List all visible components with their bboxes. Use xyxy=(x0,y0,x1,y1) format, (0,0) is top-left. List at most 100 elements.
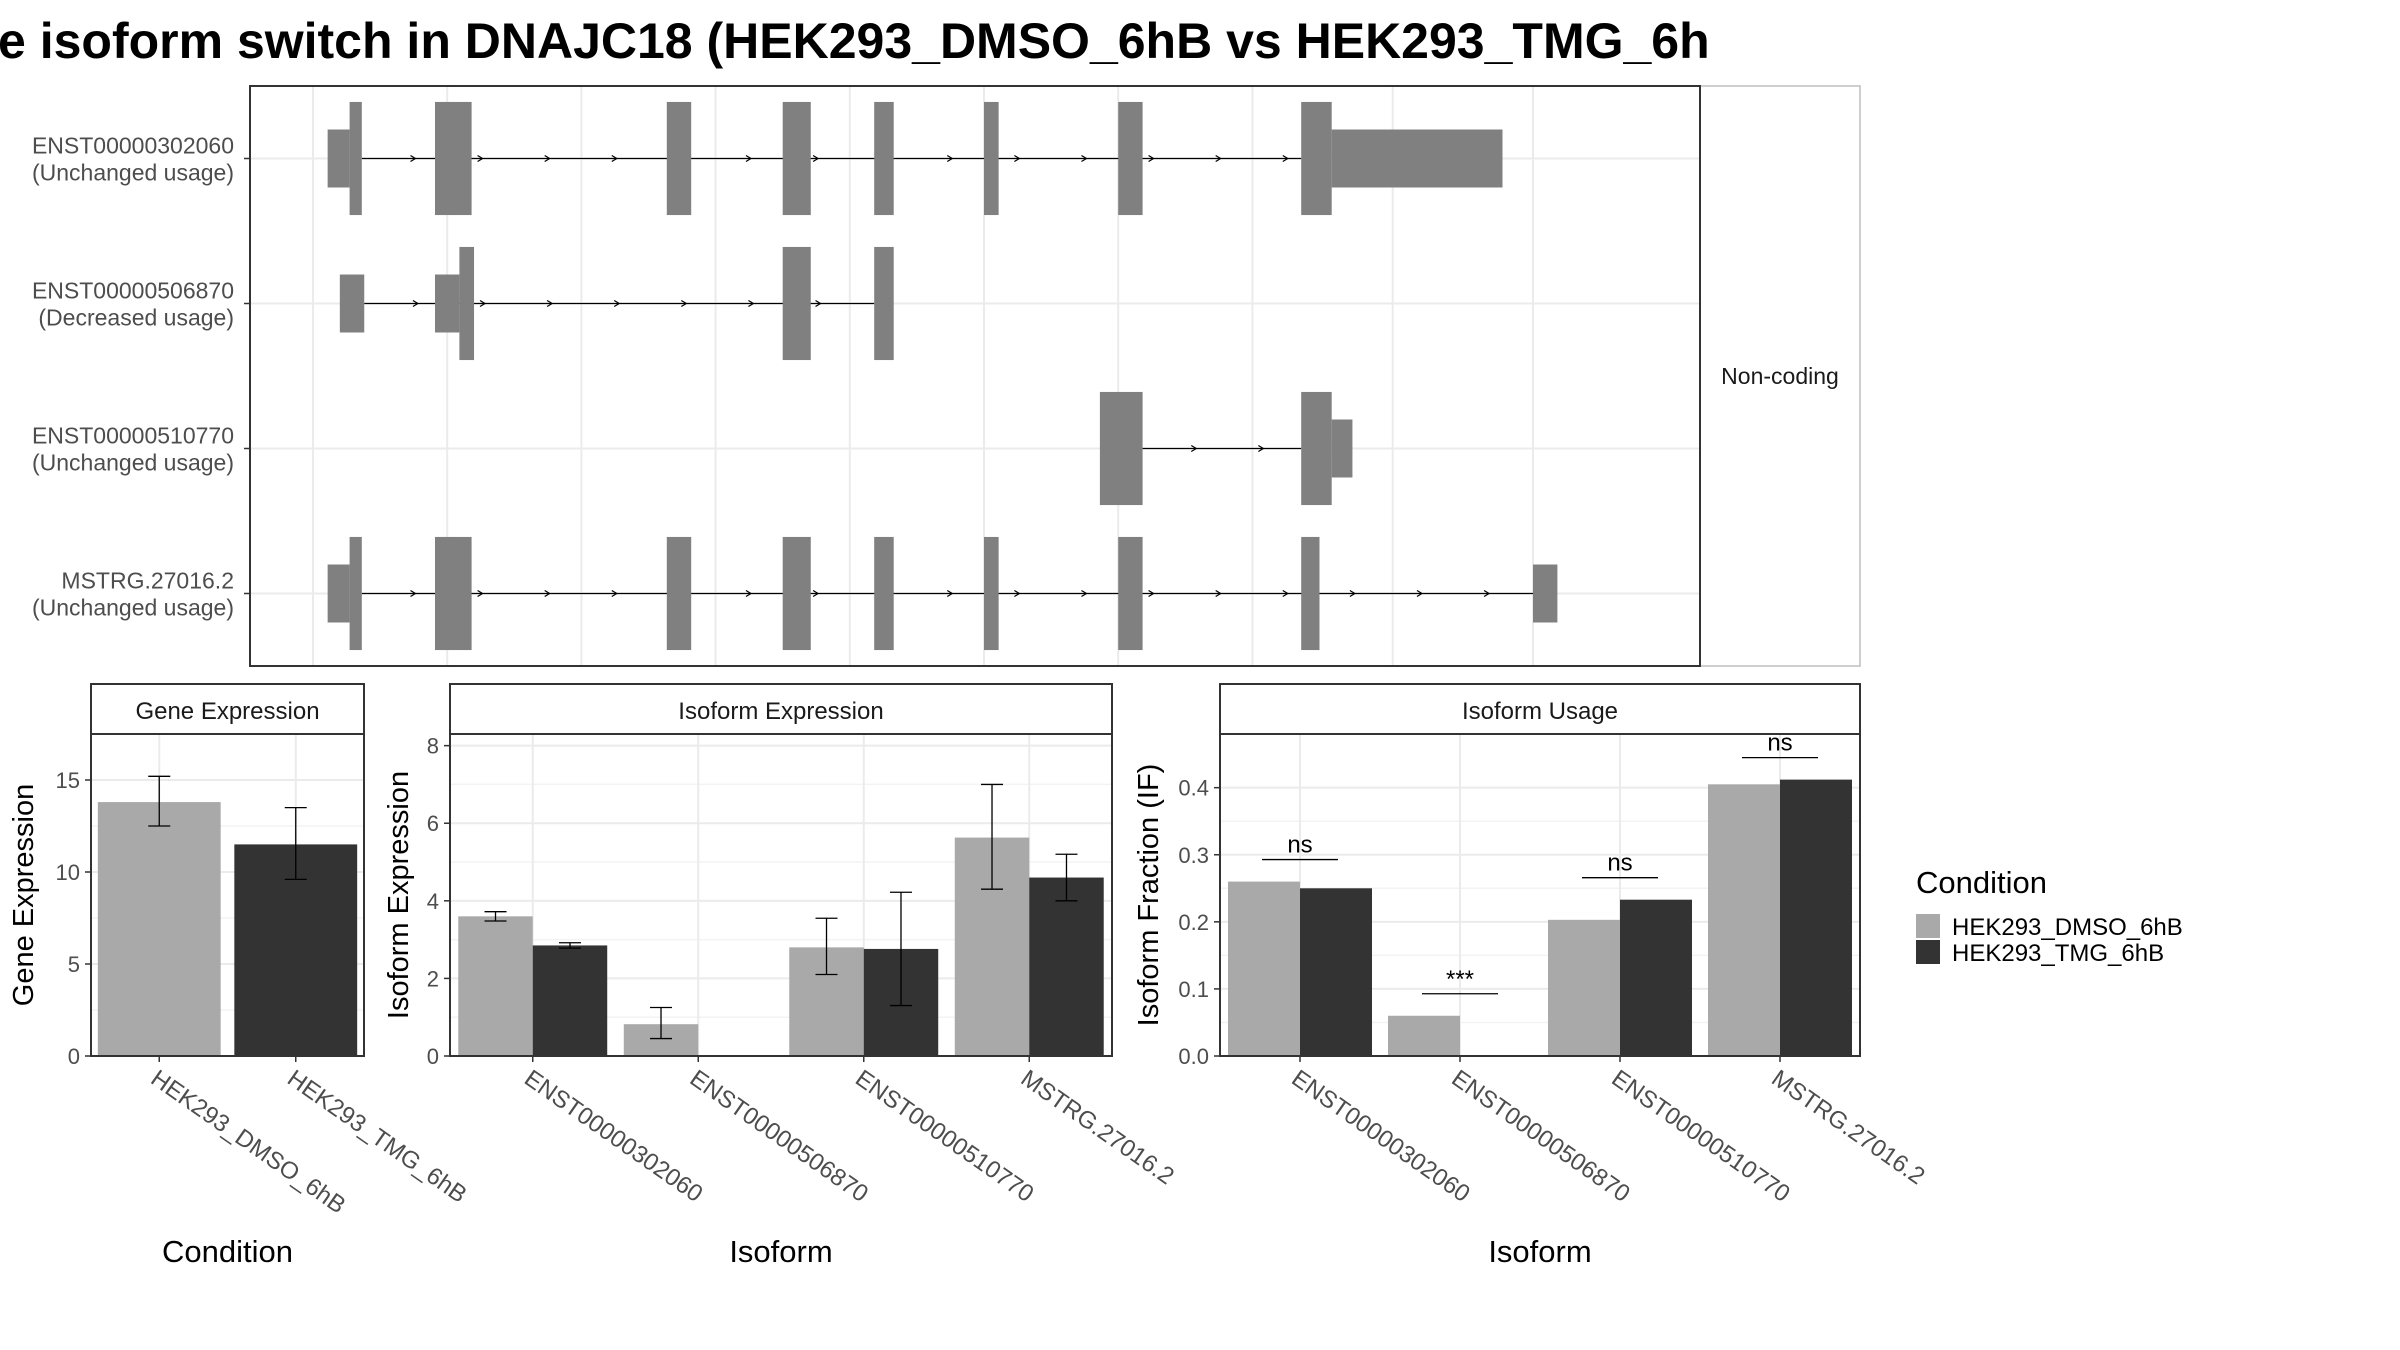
intron-arrow xyxy=(1349,589,1357,598)
x-axis-label-2: Isoform xyxy=(1488,1234,1591,1269)
y-tick-label: 0 xyxy=(427,1044,439,1069)
x-axis-label-0: Condition xyxy=(162,1234,293,1269)
exon-block xyxy=(1533,564,1558,623)
panel-title-1: Isoform Expression xyxy=(678,698,883,725)
exon-block xyxy=(1118,101,1143,216)
intron-arrow xyxy=(1215,154,1222,163)
noncoding-strip-label: Non-coding xyxy=(1721,363,1839,389)
intron-arrow xyxy=(1416,589,1424,598)
intron-arrow xyxy=(1148,589,1155,598)
significance-label: ns xyxy=(1287,832,1312,859)
transcript-structure-panel: ENST00000302060(Unchanged usage)ENST0000… xyxy=(32,85,1861,667)
y-tick-label: 5 xyxy=(68,952,80,977)
intron-arrow xyxy=(681,299,688,308)
exon-block xyxy=(327,129,350,188)
y-tick-label: 0.1 xyxy=(1178,977,1209,1002)
isoform-label-3: MSTRG.27016.2 xyxy=(61,568,234,594)
intron-arrow xyxy=(412,299,420,308)
exon-block xyxy=(874,246,894,361)
bar xyxy=(1780,779,1852,1056)
isoform-usage-label-2: (Unchanged usage) xyxy=(32,450,234,476)
x-tick-label: ENST00000302060 xyxy=(519,1065,707,1208)
y-axis-label-1: Isoform Expression xyxy=(383,771,415,1019)
intron-arrow xyxy=(812,154,820,163)
intron-arrow xyxy=(479,299,487,308)
bar xyxy=(1029,877,1104,1056)
intron-arrow xyxy=(544,154,551,163)
exon-block xyxy=(435,274,460,333)
intron-arrow xyxy=(946,154,954,163)
exon-block xyxy=(435,536,472,651)
intron-arrow xyxy=(745,589,753,598)
intron-arrow xyxy=(611,589,618,598)
bar xyxy=(1300,888,1372,1056)
exon-block xyxy=(782,101,811,216)
intron-arrow xyxy=(544,589,551,598)
exon-block xyxy=(984,536,999,651)
intron-arrow xyxy=(1483,589,1491,598)
intron-arrow xyxy=(812,589,820,598)
bar xyxy=(1708,784,1780,1056)
intron-arrow xyxy=(1258,444,1265,453)
isoform-expression-chart: 0 2 4 6 8 ENST00000302060ENST00000506870ENST0… xyxy=(383,683,1179,1269)
intron-arrow xyxy=(815,299,822,308)
panel-strip-0 xyxy=(90,683,365,735)
exon-block xyxy=(1301,101,1332,216)
isoform-usage-chart: 0.00.10.20.30.4ns***nsnsENST00000302060E… xyxy=(1133,683,1930,1269)
intron-arrow xyxy=(477,589,484,598)
exon-block xyxy=(666,101,692,216)
bar xyxy=(458,916,533,1056)
y-tick-label: 0.2 xyxy=(1178,910,1209,935)
intron-arrow xyxy=(745,154,753,163)
y-tick-label: 0 xyxy=(68,1044,80,1069)
intron-arrow xyxy=(410,154,417,163)
y-tick-label: 8 xyxy=(427,734,439,759)
condition-legend: Condition HEK293_DMSO_6hB HEK293_TMG_6hB xyxy=(1916,865,2183,967)
intron-arrow xyxy=(1081,589,1088,598)
x-tick-label: ENST00000510770 xyxy=(850,1065,1038,1208)
intron-arrow xyxy=(1014,589,1021,598)
legend-title: Condition xyxy=(1916,865,2047,900)
exon-block xyxy=(666,536,692,651)
exon-block xyxy=(1331,419,1353,478)
panel-strip-1 xyxy=(449,683,1113,735)
y-axis-label-0: Gene Expression xyxy=(8,784,40,1006)
figure-title: e isoform switch in DNAJC18 (HEK293_DMSO… xyxy=(0,13,1710,69)
intron-arrow xyxy=(1148,154,1155,163)
exon-block xyxy=(874,536,894,651)
bar xyxy=(532,945,608,1056)
exon-block xyxy=(349,101,362,216)
exon-block xyxy=(782,246,811,361)
panel-strip-2 xyxy=(1219,683,1861,735)
exon-block xyxy=(1118,536,1143,651)
intron-arrow xyxy=(477,154,484,163)
isoform-usage-label-1: (Decreased usage) xyxy=(38,305,234,331)
structure-background xyxy=(250,86,1860,666)
x-tick-label: MSTRG.27016.2 xyxy=(1016,1065,1179,1190)
intron-arrow xyxy=(546,299,554,308)
noncoding-strip xyxy=(1699,85,1861,667)
isoform-label-0: ENST00000302060 xyxy=(32,133,234,159)
structure-border xyxy=(249,85,1701,667)
exon-block xyxy=(1301,536,1320,651)
y-tick-label: 10 xyxy=(56,860,80,885)
significance-label: *** xyxy=(1446,966,1474,993)
y-axis-label-2: Isoform Fraction (IF) xyxy=(1133,764,1165,1027)
legend-swatch-dmso xyxy=(1916,914,1940,938)
y-tick-label: 0.4 xyxy=(1178,776,1209,801)
intron-arrow xyxy=(613,299,621,308)
y-tick-label: 2 xyxy=(427,966,439,991)
isoform-usage-label-3: (Unchanged usage) xyxy=(32,595,234,621)
x-tick-label: MSTRG.27016.2 xyxy=(1767,1065,1930,1190)
intron-arrow xyxy=(1215,589,1222,598)
gene-expression-chart: 051015HEK293_DMSO_6hBHEK293_TMG_6hBGene … xyxy=(8,683,472,1269)
x-axis-label-1: Isoform xyxy=(729,1234,832,1269)
exon-block xyxy=(1331,129,1503,188)
y-tick-label: 6 xyxy=(427,811,439,836)
exon-block xyxy=(459,246,475,361)
intron-arrow xyxy=(611,154,618,163)
exon-block xyxy=(435,101,472,216)
exon-block xyxy=(1301,391,1332,506)
panel-title-0: Gene Expression xyxy=(135,698,319,725)
